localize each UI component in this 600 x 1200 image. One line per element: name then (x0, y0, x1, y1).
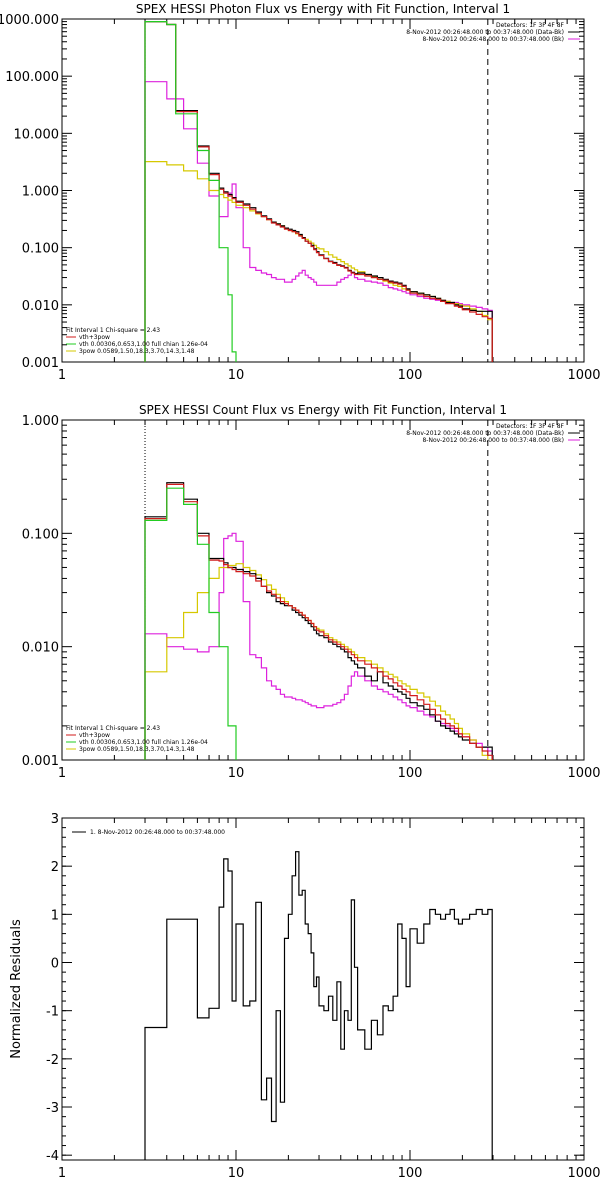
legend-entry: 8-Nov-2012 00:26:48.000 to 00:37:48.000 … (406, 430, 564, 437)
y-tick-label: 3 (51, 812, 59, 827)
plot-frame (61, 817, 585, 1161)
fit-legend-entry: vth+3pow (79, 732, 110, 739)
y-tick-label: 10.000 (14, 127, 60, 142)
y-tick-label: 1 (51, 908, 59, 923)
count-flux-panel: SPEX HESSI Count Flux vs Energy with Fit… (22, 403, 600, 781)
x-tick-label: 1 (58, 766, 66, 781)
y-tick-label: 0.010 (22, 641, 59, 656)
legend-entry: 8-Nov-2012 00:26:48.000 to 00:37:48.000 … (422, 36, 564, 43)
plot-frame (61, 419, 585, 761)
x-tick-label: 1000 (567, 766, 600, 781)
y-tick-label: 0.001 (22, 356, 59, 371)
x-tick-label: 10 (228, 368, 245, 383)
legend-entry: Detectors: 1F 3F 4F 8F (496, 22, 565, 29)
series-3pow (144, 161, 493, 362)
y-tick-label: -4 (46, 1149, 59, 1164)
y-tick-label: 2 (51, 860, 59, 875)
fit-legend-entry: vth+3pow (79, 334, 110, 341)
legend-entry: 1. 8-Nov-2012 00:26:48.000 to 00:37:48.0… (90, 829, 225, 836)
legend-entry: Detectors: 1F 3F 4F 8F (496, 423, 565, 430)
x-tick-label: 1 (58, 1166, 66, 1181)
y-tick-label: 1.000 (22, 185, 59, 200)
series-vth (144, 21, 241, 362)
y-tick-label: -1 (46, 1005, 59, 1020)
series-3pow (144, 563, 493, 760)
y-tick-label: 0.100 (22, 527, 59, 542)
x-tick-label: 1 (58, 368, 66, 383)
fit-legend-entry: vth 0.00306,0.653,1.00 full chian 1.26e-… (79, 739, 208, 746)
x-tick-label: 10 (228, 766, 245, 781)
chart-title: SPEX HESSI Count Flux vs Energy with Fit… (139, 403, 507, 417)
y-tick-label: 1000.000 (0, 13, 59, 28)
photon-flux-panel: SPEX HESSI Photon Flux vs Energy with Fi… (0, 2, 600, 383)
x-tick-label: 100 (398, 1166, 423, 1181)
y-tick-label: 100.000 (5, 70, 59, 85)
fit-legend-entry: Fit Interval 1 Chi-square = 2.43 (66, 725, 160, 732)
series-data-bk (144, 21, 493, 362)
plot-frame (61, 18, 585, 363)
legend-entry: 8-Nov-2012 00:26:48.000 to 00:37:48.000 … (422, 437, 564, 444)
x-tick-label: 1000 (567, 1166, 600, 1181)
chart-title: SPEX HESSI Photon Flux vs Energy with Fi… (136, 2, 510, 16)
x-tick-label: 10 (228, 1166, 245, 1181)
series-vth (144, 487, 241, 760)
x-tick-label: 100 (398, 368, 423, 383)
fit-legend-entry: 3pow 0.0589,1.50,18.3,3.70,14.3,1.48 (79, 746, 195, 753)
legend-entry: 8-Nov-2012 00:26:48.000 to 00:37:48.000 … (406, 29, 564, 36)
y-tick-label: 0.010 (22, 299, 59, 314)
y-tick-label: 0.001 (22, 754, 59, 769)
fit-legend-entry: vth 0.00306,0.653,1.00 full chian 1.26e-… (79, 341, 208, 348)
fit-legend-entry: 3pow 0.0589,1.50,18.3,3.70,14.3,1.48 (79, 348, 195, 355)
series-vth-3pow (144, 483, 493, 760)
y-tick-label: -2 (46, 1053, 59, 1068)
x-tick-label: 1000 (567, 368, 600, 383)
residuals-panel: 1 10 100 1000 -4 -3 -2 -1 0 1 2 3 Normalized Residua… (9, 812, 600, 1181)
y-tick-label: 0.100 (22, 242, 59, 257)
y-tick-label: 0 (51, 957, 59, 972)
y-tick-label: -3 (46, 1101, 59, 1116)
x-tick-label: 100 (398, 766, 423, 781)
y-tick-label: 1.000 (22, 414, 59, 429)
y-axis-label: Normalized Residuals (9, 919, 24, 1059)
series-vth-3pow (144, 21, 493, 362)
fit-legend-entry: Fit Interval 1 Chi-square = 2.43 (66, 327, 160, 334)
series-residuals (144, 851, 493, 1160)
